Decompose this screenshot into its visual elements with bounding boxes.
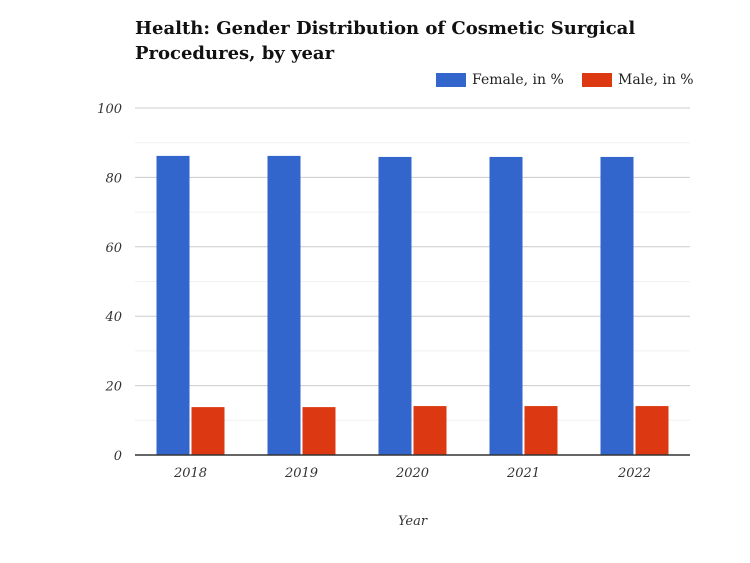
y-tick-label: 20 [104,380,122,395]
x-axis-title: Year [398,514,428,529]
x-tick-label: 2020 [395,466,429,481]
y-tick-label: 40 [104,310,122,325]
x-tick-label: 2019 [284,466,318,481]
legend-label-female: Female, in % [472,72,564,88]
bar-female-2022 [600,156,634,455]
legend-label-male: Male, in % [618,72,694,88]
bar-female-2019 [267,155,301,456]
x-tick-label: 2022 [617,466,651,481]
bar-male-2018 [191,407,225,455]
bar-male-2022 [635,406,669,455]
y-tick-label: 80 [105,171,122,186]
bar-male-2021 [524,406,558,455]
chart-title: Health: Gender Distribution of Cosmetic … [135,18,636,64]
x-tick-label: 2021 [506,466,540,481]
legend-item-male[interactable]: Male, in % [582,72,694,88]
x-tick-label: 2018 [173,466,207,481]
y-tick-label: 60 [105,241,122,256]
legend-swatch-female [436,73,466,87]
bar-female-2020 [378,156,412,455]
y-tick-label: 100 [97,102,122,117]
y-tick-label: 0 [114,449,122,464]
legend-swatch-male [582,73,612,87]
bar-female-2021 [489,156,523,455]
bar-male-2019 [302,407,336,455]
bar-female-2018 [156,155,190,456]
legend-item-female[interactable]: Female, in % [436,72,564,88]
bar-male-2020 [413,406,447,455]
